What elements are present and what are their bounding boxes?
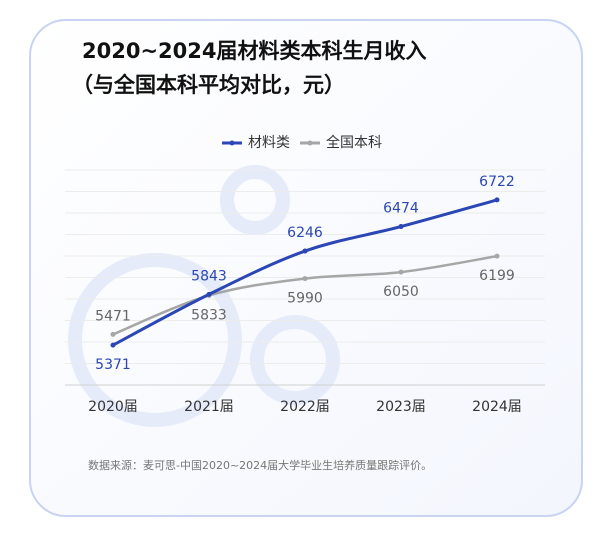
point bbox=[494, 197, 500, 203]
point bbox=[494, 253, 500, 259]
point bbox=[398, 224, 404, 230]
data-label: 6722 bbox=[479, 174, 515, 190]
data-label: 5471 bbox=[95, 308, 131, 324]
chart-subtitle: （与全国本科平均对比，元） bbox=[72, 73, 345, 97]
legend-marker bbox=[229, 140, 235, 146]
data-label: 6474 bbox=[383, 201, 419, 217]
legend-label: 材料类 bbox=[248, 135, 290, 151]
data-label: 5843 bbox=[191, 268, 227, 284]
data-label: 6199 bbox=[479, 268, 515, 284]
chart-title: 2020~2024届材料类本科生月收入 bbox=[82, 39, 427, 63]
data-label: 5371 bbox=[95, 357, 131, 373]
point bbox=[206, 291, 212, 297]
x-tick-label: 2020届 bbox=[88, 399, 138, 415]
data-label: 6246 bbox=[287, 225, 323, 241]
x-tick-label: 2022届 bbox=[280, 399, 330, 415]
x-tick-label: 2021届 bbox=[184, 399, 234, 415]
decoration bbox=[68, 165, 340, 427]
source-note: 数据来源：麦可思-中国2020~2024届大学毕业生培养质量跟踪评价。 bbox=[88, 458, 432, 472]
data-label: 5833 bbox=[191, 307, 227, 323]
point bbox=[302, 276, 308, 282]
legend-label: 全国本科 bbox=[326, 134, 382, 151]
point bbox=[110, 342, 116, 348]
point bbox=[398, 269, 404, 275]
data-label: 6050 bbox=[383, 284, 419, 300]
x-tick-label: 2023届 bbox=[376, 399, 426, 415]
point bbox=[110, 331, 116, 337]
card bbox=[29, 19, 583, 517]
legend-marker bbox=[307, 140, 313, 146]
x-tick-label: 2024届 bbox=[472, 399, 522, 415]
point bbox=[302, 248, 308, 254]
data-label: 5990 bbox=[287, 291, 323, 307]
